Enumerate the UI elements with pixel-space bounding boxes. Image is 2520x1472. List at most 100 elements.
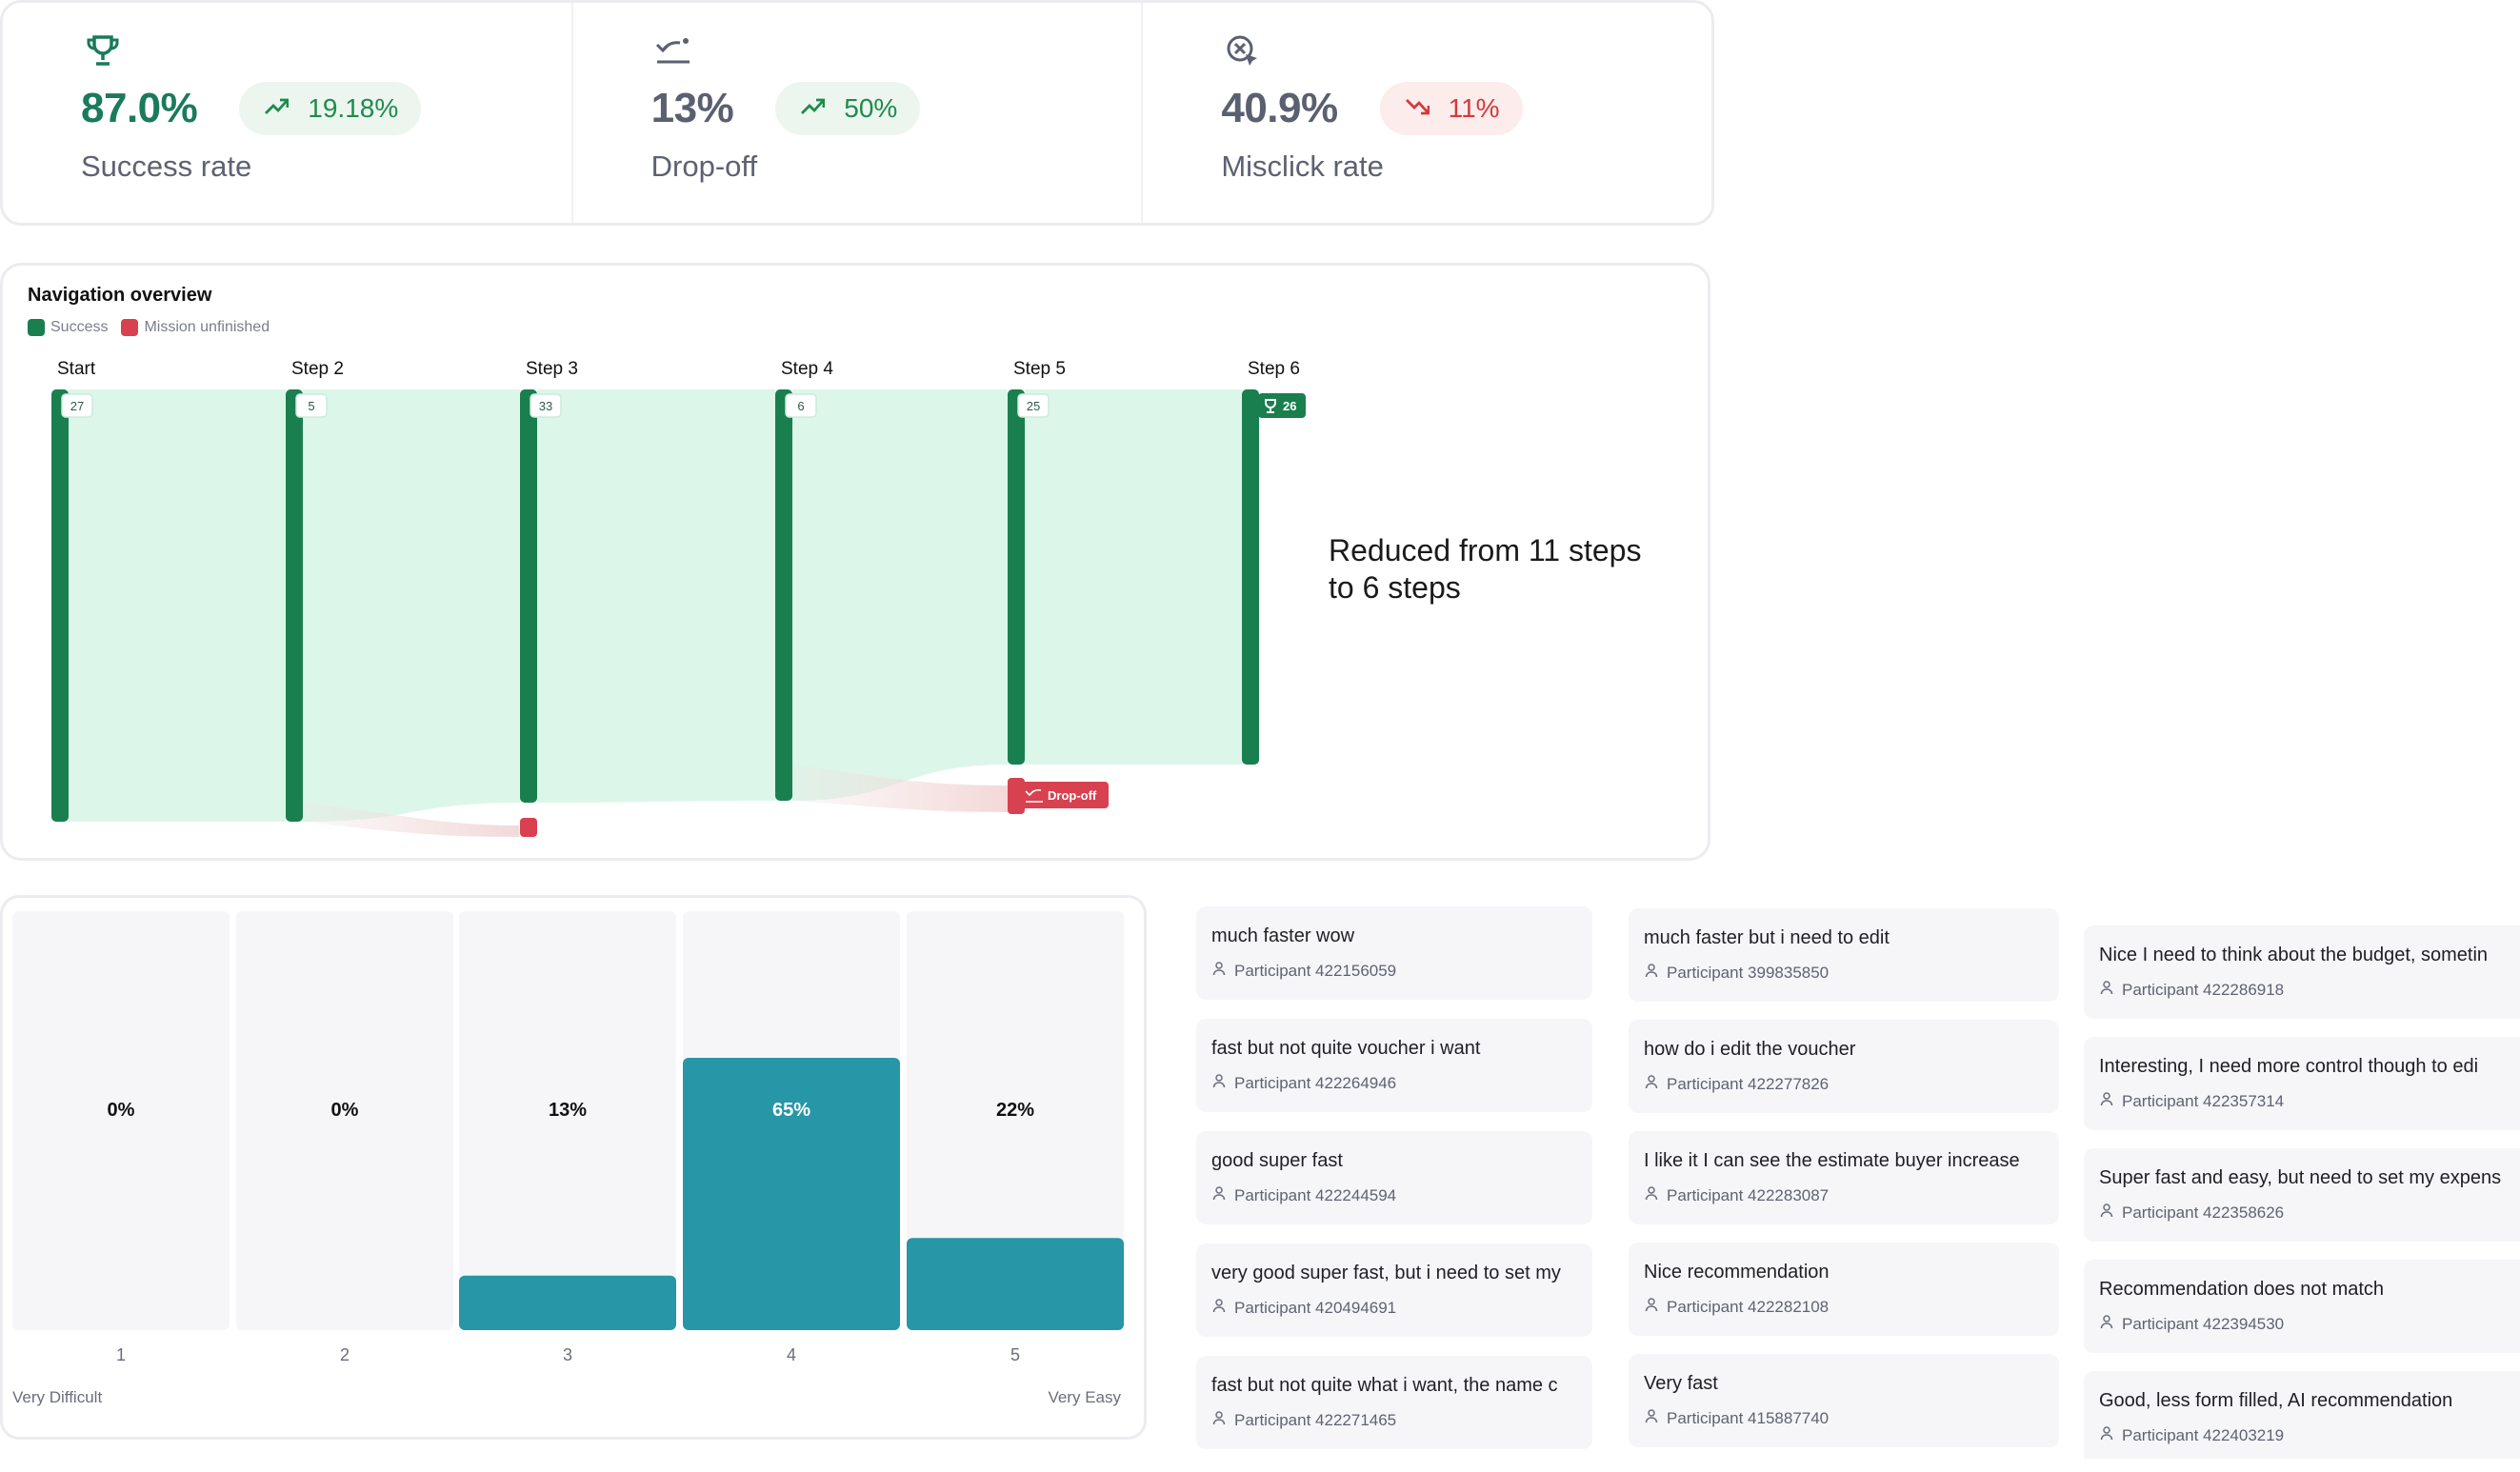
step-label: Step 5	[1013, 359, 1066, 379]
bar-value-label: 0%	[331, 1100, 359, 1121]
step-label: Step 3	[526, 359, 578, 379]
participant-id: Participant 415887740	[1667, 1408, 1830, 1427]
flow-band	[537, 389, 775, 803]
comment-text: fast but not quite voucher i want	[1211, 1038, 1481, 1059]
comment-card[interactable]: Interesting, I need more control though …	[2084, 1037, 2520, 1130]
category-tick-label: 4	[787, 1345, 796, 1364]
bar-value-label: 22%	[996, 1100, 1034, 1121]
step-bar[interactable]	[286, 389, 303, 822]
person-icon	[2099, 1314, 2114, 1334]
legend-swatch-success	[28, 319, 45, 336]
comment-text: I like it I can see the estimate buyer i…	[1644, 1150, 2020, 1171]
metric-value: 87.0%	[81, 85, 198, 131]
participant-id: Participant 422358626	[2122, 1203, 2285, 1222]
step-label: Start	[57, 359, 96, 379]
person-icon	[1644, 963, 1659, 983]
bar-value-label: 65%	[772, 1100, 810, 1121]
step-bar[interactable]	[51, 389, 69, 822]
step-count-badge: 5	[295, 393, 328, 418]
step-bar[interactable]	[1242, 389, 1259, 765]
comment-text: Interesting, I need more control though …	[2099, 1056, 2479, 1077]
comment-card[interactable]: fast but not quite what i want, the name…	[1196, 1356, 1592, 1449]
person-icon	[1211, 961, 1227, 981]
drop-off-icon	[1025, 788, 1043, 803]
participant-id: Participant 422277826	[1667, 1074, 1830, 1093]
comment-text: Nice recommendation	[1644, 1262, 1830, 1283]
comment-card[interactable]: Good, less form filled, AI recommendatio…	[2084, 1371, 2520, 1459]
bar[interactable]	[459, 1275, 676, 1330]
bar[interactable]	[907, 1238, 1124, 1330]
bar[interactable]	[683, 1058, 900, 1330]
step-count-badge: 27	[61, 393, 93, 418]
trend-badge: 11%	[1379, 82, 1523, 135]
comment-card[interactable]: Super fast and easy, but need to set my …	[2084, 1148, 2520, 1242]
trophy-icon	[1265, 399, 1276, 413]
participant-id: Participant 422271465	[1234, 1410, 1397, 1429]
step-bar[interactable]	[520, 389, 537, 803]
comment-participant: Participant 422264946	[1211, 1073, 1592, 1093]
rating-bar-chart: 0% 1 0% 2 13% 3 65% 4 22% 5	[12, 911, 1124, 1364]
step-count: 5	[308, 399, 314, 413]
step-bar[interactable]	[775, 389, 792, 801]
metric-row: 40.9% 11%	[1221, 81, 1711, 136]
comment-card[interactable]: very good super fast, but i need to set …	[1196, 1243, 1592, 1337]
comment-card[interactable]: fast but not quite voucher i want Partici…	[1196, 1019, 1592, 1112]
scale-end-label: Very Easy	[1048, 1388, 1121, 1406]
step-label: Step 6	[1248, 359, 1300, 379]
person-icon	[2099, 1425, 2114, 1445]
navigation-overview-title: Navigation overview	[28, 285, 212, 306]
person-icon	[1211, 1073, 1227, 1093]
person-icon	[1644, 1074, 1659, 1094]
person-icon	[1211, 1185, 1227, 1205]
comment-card[interactable]: Nice recommendation Participant 422282108	[1629, 1243, 2059, 1336]
step-bar[interactable]	[1008, 389, 1025, 765]
drop-off-flow	[303, 803, 519, 837]
person-icon	[1211, 1410, 1227, 1430]
category-tick-label: 2	[340, 1345, 350, 1364]
metric-row: 13% 50%	[651, 81, 1142, 136]
step-count: 26	[1283, 399, 1296, 413]
person-icon	[2099, 980, 2114, 1000]
comment-card[interactable]: I like it I can see the estimate buyer i…	[1629, 1131, 2059, 1224]
comment-card[interactable]: Nice I need to think about the budget, s…	[2084, 925, 2520, 1019]
navigation-note: Reduced from 11 steps to 6 steps	[1329, 533, 1642, 605]
trend-up-icon	[264, 93, 290, 124]
comment-participant: Participant 422282108	[1644, 1297, 2059, 1317]
person-icon	[1644, 1297, 1659, 1317]
navigation-flow-diagram: Start 27 Step 2 5 Step 3 33 Step 4 6 Step 5 25 Ste…	[51, 359, 1306, 837]
comment-card[interactable]: much faster wow Participant 422156059	[1196, 906, 1592, 1000]
legend-item-success: Success	[28, 319, 108, 336]
person-icon	[1211, 1298, 1227, 1318]
comment-text: Good, less form filled, AI recommendatio…	[2099, 1390, 2453, 1411]
metric-success-rate: 87.0% 19.18% Success rate	[3, 3, 571, 223]
comment-text: fast but not quite what i want, the name…	[1211, 1375, 1558, 1396]
comment-text: Nice I need to think about the budget, s…	[2099, 945, 2489, 965]
comment-participant: Participant 399835850	[1644, 963, 2059, 983]
category-tick-label: 1	[116, 1345, 126, 1364]
comment-card[interactable]: much faster but i need to edit Participan…	[1629, 908, 2059, 1002]
comment-card[interactable]: Recommendation does not match Participant…	[2084, 1260, 2520, 1353]
comment-card[interactable]: Very fast Participant 415887740	[1629, 1354, 2059, 1447]
bar-value-label: 0%	[108, 1100, 135, 1121]
comment-card[interactable]: good super fast Participant 422244594	[1196, 1131, 1592, 1224]
comment-card[interactable]: how do i edit the voucher Participant 422…	[1629, 1020, 2059, 1113]
flow-band	[303, 389, 520, 822]
drop-off-badge: Drop-off	[1013, 782, 1109, 808]
metric-value: 13%	[650, 85, 734, 131]
participant-id: Participant 422283087	[1667, 1185, 1830, 1204]
metric-label: Success rate	[81, 149, 252, 183]
comment-text: very good super fast, but i need to set …	[1211, 1263, 1561, 1283]
mission-unfinished-node[interactable]	[520, 818, 537, 837]
bar-track	[236, 911, 453, 1330]
metrics-card: 87.0% 19.18% Success rate 13% 50% Drop-off 40.…	[0, 0, 1714, 226]
comment-participant: Participant 420494691	[1211, 1298, 1592, 1318]
comment-participant: Participant 422403219	[2099, 1425, 2520, 1445]
trend-badge: 50%	[775, 82, 921, 135]
step-count: 25	[1027, 399, 1040, 413]
comment-text: good super fast	[1211, 1150, 1343, 1171]
comment-participant: Participant 422244594	[1211, 1185, 1592, 1205]
step-count-badge-final: 26	[1258, 393, 1306, 418]
comment-participant: Participant 422394530	[2099, 1314, 2520, 1334]
comment-text: much faster wow	[1211, 925, 1355, 946]
flow-band	[69, 389, 286, 822]
